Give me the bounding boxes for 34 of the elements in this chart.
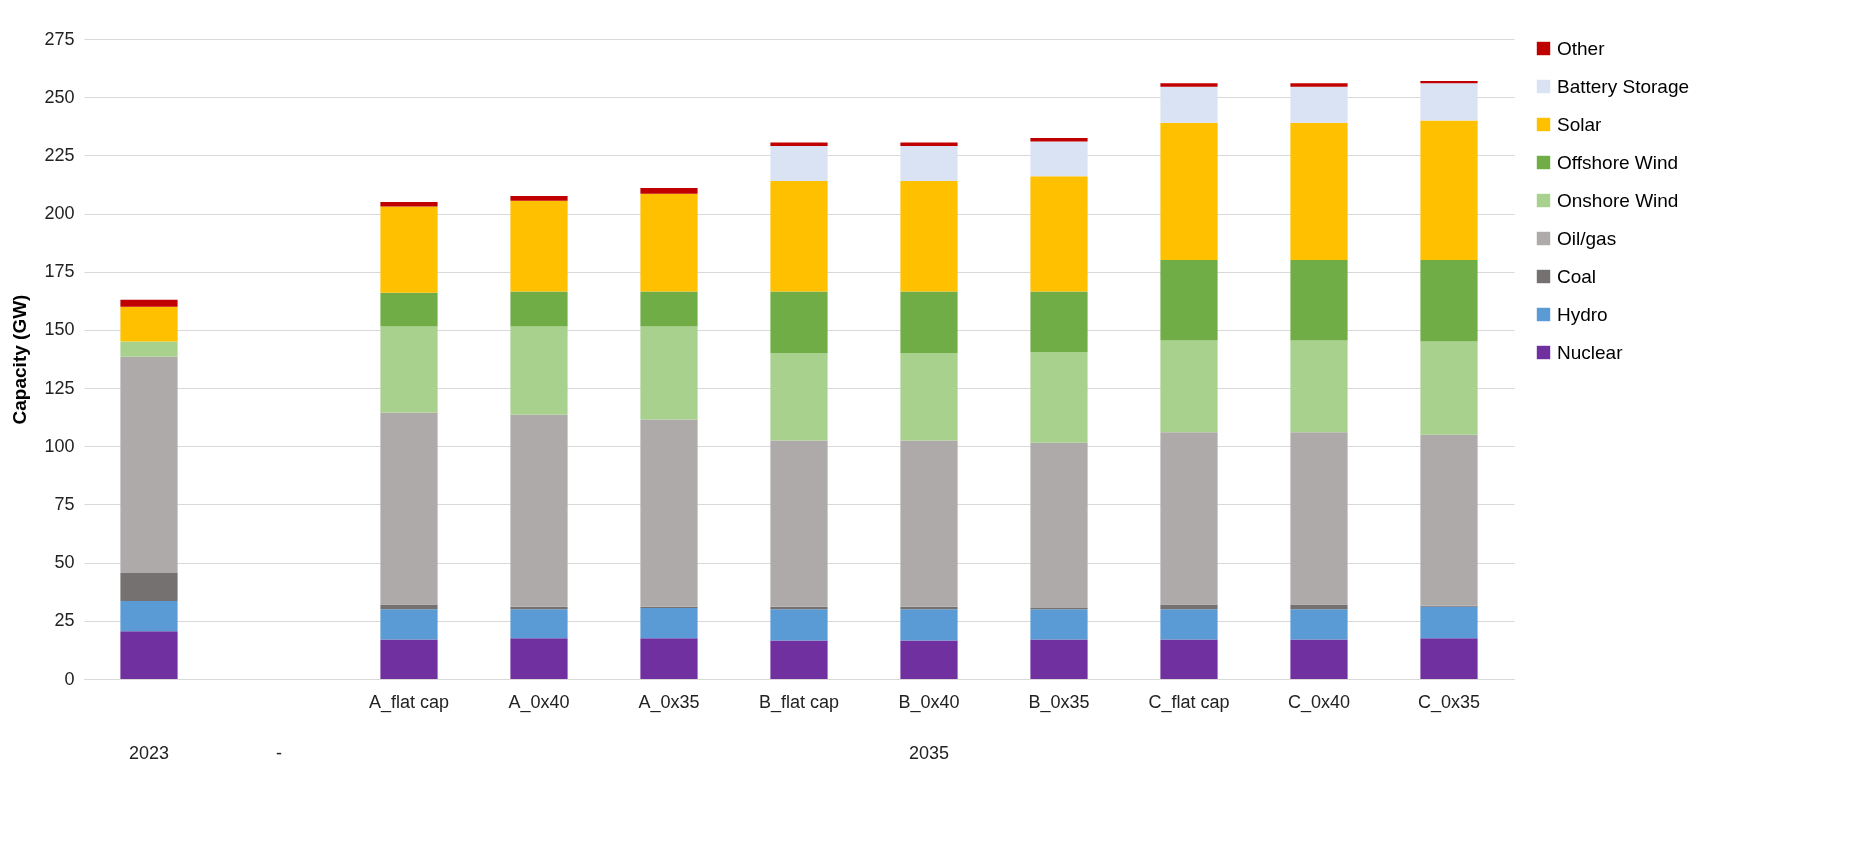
x-tick-label: C_flat cap xyxy=(1148,691,1230,713)
x-tick-label: C_0x35 xyxy=(1417,691,1481,713)
y-tick-label: 100 xyxy=(44,435,75,456)
legend-label: Offshore Wind xyxy=(1557,151,1679,173)
y-tick-label: 250 xyxy=(44,86,75,107)
y-tick-label: 275 xyxy=(44,28,75,49)
text: - xyxy=(276,743,282,763)
legend-label: Oil/gas xyxy=(1557,227,1617,249)
legend-label: Nuclear xyxy=(1557,341,1624,363)
y-tick-label: 225 xyxy=(44,144,75,165)
legend-label: Battery Storage xyxy=(1557,75,1690,97)
legend-label: Other xyxy=(1557,37,1606,59)
legend-label: Onshore Wind xyxy=(1557,189,1679,211)
y-tick-label: 50 xyxy=(54,552,75,573)
y-tick-label: 200 xyxy=(44,203,75,224)
x-tick-label: B_flat cap xyxy=(758,691,840,713)
y-tick-label: 25 xyxy=(54,610,75,631)
legend-label: Solar xyxy=(1557,113,1603,135)
legend-label: Hydro xyxy=(1557,303,1608,325)
y-tick-label: 150 xyxy=(44,319,75,340)
legend-label: Coal xyxy=(1557,265,1597,287)
x-tick-label: A_0x35 xyxy=(638,691,700,713)
text: 2023 xyxy=(128,743,170,763)
x-tick-label: C_0x40 xyxy=(1287,691,1351,713)
y-tick-label: 75 xyxy=(54,493,75,514)
x-tick-label: A_0x40 xyxy=(508,691,570,713)
x-tick-label: A_flat cap xyxy=(368,691,450,713)
text: 2035 xyxy=(908,743,950,763)
x-tick-label: B_0x35 xyxy=(1028,691,1090,713)
x-tick-label: B_0x40 xyxy=(898,691,960,713)
y-tick-label: 175 xyxy=(44,261,75,282)
y-tick-label: 0 xyxy=(64,668,75,689)
y-tick-label: 125 xyxy=(44,377,75,398)
y-axis-title: Capacity (GW) xyxy=(9,294,31,425)
